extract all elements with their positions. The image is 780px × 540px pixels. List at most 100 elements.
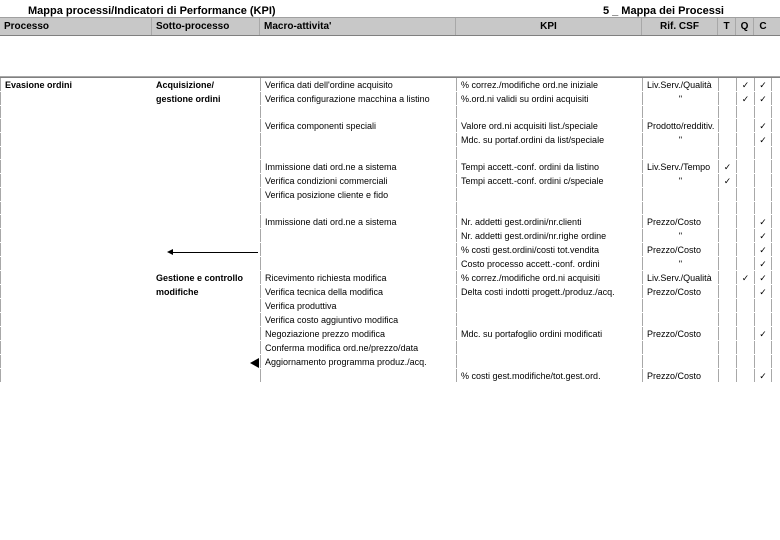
table-row: Verifica costo aggiuntivo modifica [0, 313, 780, 327]
cell [736, 215, 754, 228]
cell: ✓ [736, 271, 754, 284]
cell: Nr. addetti gest.ordini/nr.clienti [456, 215, 642, 228]
table-row: Verifica condizioni commercialiTempi acc… [0, 174, 780, 188]
title-row: Mappa processi/Indicatori di Performance… [0, 0, 780, 18]
cell: Immissione dati ord.ne a sistema [260, 160, 456, 173]
cell [260, 229, 456, 242]
cell: Liv.Serv./Qualità [642, 271, 718, 284]
cell [718, 133, 736, 146]
cell: ✓ [754, 243, 772, 256]
cell [456, 147, 642, 159]
cell [152, 299, 260, 312]
cell: ✓ [754, 257, 772, 270]
cell [642, 299, 718, 312]
cell: % correz./modifiche ord.ni acquisiti [456, 271, 642, 284]
table-row: gestione ordiniVerifica configurazione m… [0, 92, 780, 106]
cell [456, 355, 642, 368]
cell [642, 341, 718, 354]
cell [260, 369, 456, 382]
cell [718, 369, 736, 382]
cell [152, 174, 260, 187]
cell [718, 243, 736, 256]
cell [736, 229, 754, 242]
cell [152, 160, 260, 173]
cell: Mdc. su portaf.ordini da list/speciale [456, 133, 642, 146]
cell: " [642, 133, 718, 146]
cell: % costi gest.ordini/costi tot.vendita [456, 243, 642, 256]
cell [754, 202, 772, 214]
cell [718, 202, 736, 214]
cell [152, 369, 260, 382]
header-t: T [718, 18, 736, 35]
cell [152, 257, 260, 270]
cell [642, 188, 718, 201]
cell [718, 229, 736, 242]
cell: Prezzo/Costo [642, 243, 718, 256]
header-processo: Processo [0, 18, 152, 35]
cell: Aggiornamento programma produz./acq. [260, 355, 456, 368]
cell: Prezzo/Costo [642, 369, 718, 382]
cell: Evasione ordini [0, 78, 152, 91]
table-row: Verifica posizione cliente e fido [0, 188, 780, 202]
title-left: Mappa processi/Indicatori di Performance… [28, 5, 603, 17]
table-row: % costi gest.modifiche/tot.gest.ord.Prez… [0, 369, 780, 383]
triangle-left-icon [250, 358, 259, 368]
cell: Gestione e controllo [152, 271, 260, 284]
cell: Verifica posizione cliente e fido [260, 188, 456, 201]
header-kpi: KPI [456, 18, 642, 35]
cell [642, 147, 718, 159]
cell [754, 341, 772, 354]
cell [152, 188, 260, 201]
cell: " [642, 174, 718, 187]
cell [642, 106, 718, 118]
cell: ✓ [754, 327, 772, 340]
page: Mappa processi/Indicatori di Performance… [0, 0, 780, 383]
cell: % correz./modifiche ord.ne iniziale [456, 78, 642, 91]
cell [642, 355, 718, 368]
cell [754, 355, 772, 368]
cell: Prezzo/Costo [642, 215, 718, 228]
cell [152, 119, 260, 132]
cell [456, 106, 642, 118]
cell: ✓ [718, 160, 736, 173]
cell [0, 188, 152, 201]
cell: modifiche [152, 285, 260, 298]
cell: Verifica tecnica della modifica [260, 285, 456, 298]
cell [456, 313, 642, 326]
cell: Conferma modifica ord.ne/prezzo/data [260, 341, 456, 354]
table-row: Aggiornamento programma produz./acq. [0, 355, 780, 369]
cell [0, 369, 152, 382]
cell [754, 174, 772, 187]
cell: Verifica configurazione macchina a listi… [260, 92, 456, 105]
table-row: Verifica componenti specialiValore ord.n… [0, 119, 780, 133]
cell: Verifica produttiva [260, 299, 456, 312]
table-row: Nr. addetti gest.ordini/nr.righe ordine"… [0, 229, 780, 243]
cell [260, 133, 456, 146]
cell: Negoziazione prezzo modifica [260, 327, 456, 340]
cell [736, 133, 754, 146]
cell [152, 133, 260, 146]
cell: Verifica costo aggiuntivo modifica [260, 313, 456, 326]
cell [736, 202, 754, 214]
cell [260, 106, 456, 118]
cell: Verifica condizioni commerciali [260, 174, 456, 187]
cell [260, 202, 456, 214]
cell [152, 215, 260, 228]
cell: " [642, 92, 718, 105]
cell: gestione ordini [152, 92, 260, 105]
cell [754, 147, 772, 159]
cell: Prezzo/Costo [642, 285, 718, 298]
cell [0, 271, 152, 284]
cell [718, 106, 736, 118]
cell [718, 78, 736, 91]
cell: Verifica dati dell'ordine acquisito [260, 78, 456, 91]
table-row: Immissione dati ord.ne a sistemaTempi ac… [0, 160, 780, 174]
cell [0, 327, 152, 340]
cell: ✓ [754, 369, 772, 382]
cell [718, 92, 736, 105]
cell [0, 355, 152, 368]
cell: " [642, 257, 718, 270]
header-row: Processo Sotto-processo Macro-attivita' … [0, 18, 780, 36]
table-row: Mdc. su portaf.ordini da list/speciale"✓ [0, 133, 780, 147]
cell [718, 327, 736, 340]
